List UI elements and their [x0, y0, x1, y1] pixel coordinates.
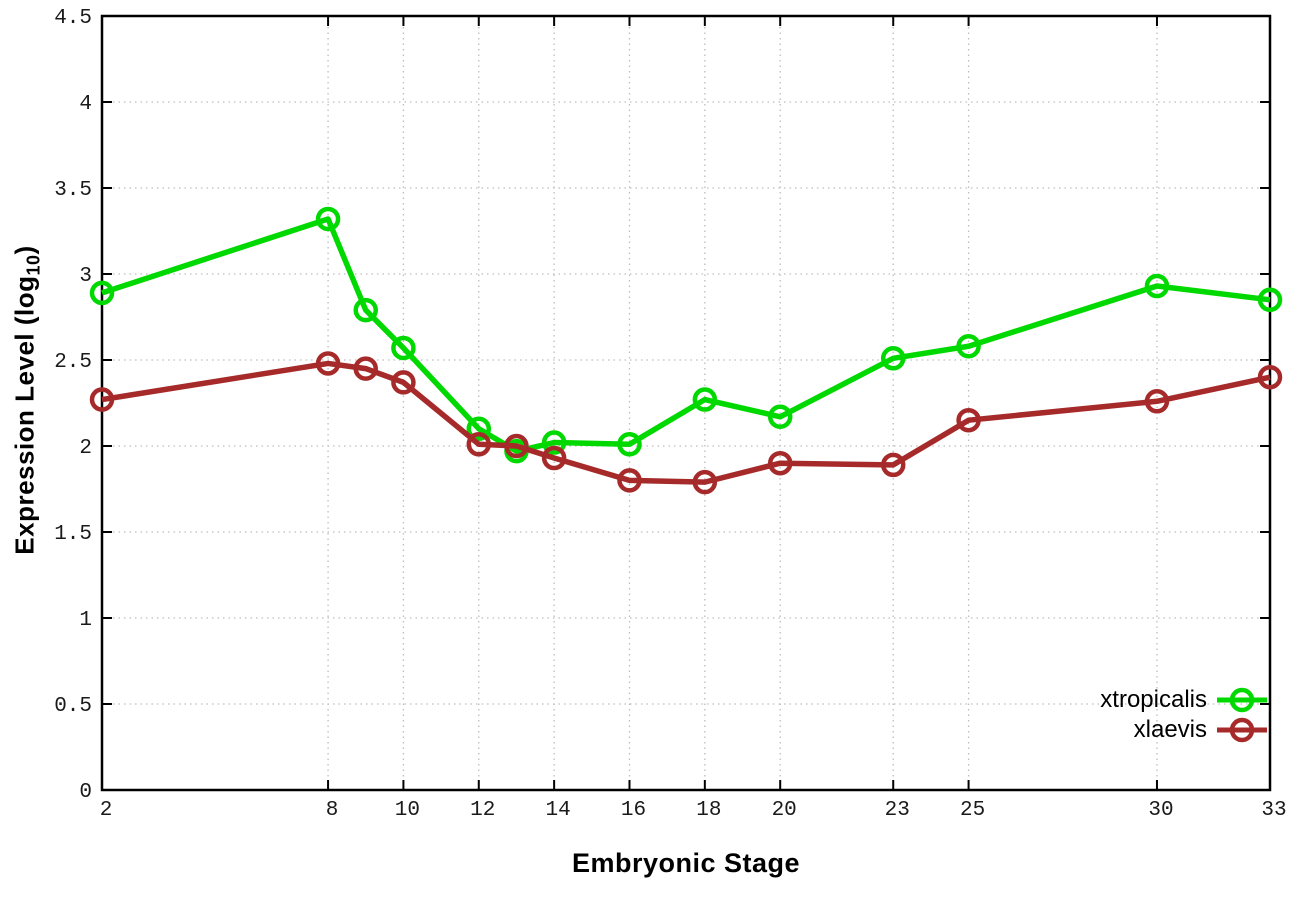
data-point-xtropicalis-stage-10	[391, 335, 416, 361]
y-tick-label: 4.5	[54, 7, 92, 30]
data-point-xtropicalis-stage-30	[1144, 273, 1170, 299]
plot-border	[100, 14, 1272, 792]
x-tick-label: 10	[395, 799, 420, 822]
data-point-xlaevis-stage-25	[956, 407, 981, 433]
y-axis-title-subscript: 10	[23, 254, 44, 276]
data-point-xlaevis-stage-20	[767, 450, 793, 476]
y-tick-label: 4	[79, 93, 92, 116]
data-point-xlaevis-stage-18	[692, 469, 718, 495]
data-point-xlaevis-stage-13	[504, 433, 529, 459]
data-point-xlaevis-stage-33	[1257, 364, 1283, 390]
y-tick-label: 2.5	[54, 351, 92, 374]
x-tick-label: 23	[885, 799, 910, 822]
series-line-xlaevis	[101, 360, 1271, 485]
data-point-xtropicalis-stage-14	[541, 430, 567, 455]
data-point-xtropicalis-stage-18	[692, 387, 718, 412]
y-tick-label: 0.5	[54, 695, 92, 718]
y-tick-label: 1	[79, 609, 92, 632]
x-tick-label: 2	[100, 799, 113, 822]
legend-label-xtropicalis: xtropicalis	[1100, 686, 1207, 713]
x-tick-label: 14	[546, 799, 571, 822]
legend-line-marker-icon	[1217, 687, 1267, 713]
y-tick-label: 3.5	[54, 179, 92, 202]
legend-label-xlaevis: xlaevis	[1133, 716, 1207, 743]
data-point-xtropicalis-stage-16	[617, 432, 642, 457]
data-point-xtropicalis-stage-33	[1257, 287, 1283, 313]
y-tick-label: 0	[79, 781, 92, 804]
x-tick-label: 18	[696, 799, 721, 822]
data-point-xtropicalis-stage-23	[880, 346, 906, 371]
data-point-xtropicalis-stage-25	[956, 333, 981, 359]
data-point-xtropicalis-stage-2	[89, 280, 115, 306]
x-tick-label: 20	[772, 799, 797, 822]
series-line-xtropicalis	[101, 216, 1271, 454]
data-point-xtropicalis-stage-8	[315, 206, 341, 232]
data-point-xlaevis-stage-12	[466, 432, 492, 457]
data-point-xlaevis-stage-23	[880, 452, 906, 478]
data-point-xtropicalis-stage-9	[353, 297, 378, 323]
x-tick-label: 8	[326, 799, 339, 822]
legend-item-xlaevis: xlaevis	[1134, 715, 1268, 745]
data-point-xlaevis-stage-8	[315, 351, 341, 376]
data-point-xtropicalis-stage-12	[466, 416, 492, 442]
data-point-xlaevis-stage-9	[353, 356, 378, 381]
x-tick-label: 30	[1148, 799, 1173, 822]
data-point-xlaevis-stage-2	[89, 387, 115, 412]
y-tick-label: 2	[79, 437, 92, 460]
y-tick-label: 3	[79, 265, 92, 288]
y-axis-title-close: )	[9, 245, 40, 255]
data-point-xlaevis-stage-16	[617, 468, 642, 493]
data-point-xlaevis-stage-30	[1144, 389, 1170, 414]
x-tick-label: 12	[470, 799, 495, 822]
x-axis-title: Embryonic Stage	[571, 848, 801, 878]
legend: xtropicalis xlaevis	[1100, 685, 1268, 745]
x-tick-label: 33	[1261, 799, 1286, 822]
legend-line-marker-icon	[1217, 717, 1267, 743]
y-axis-title-text: Expression Level (log	[9, 275, 40, 555]
y-tick-label: 1.5	[54, 523, 92, 546]
legend-item-xtropicalis: xtropicalis	[1100, 685, 1268, 715]
data-point-xtropicalis-stage-20	[767, 404, 793, 430]
data-point-xlaevis-stage-14	[541, 445, 567, 471]
x-tick-label: 16	[621, 799, 646, 822]
x-tick-label: 25	[960, 799, 985, 822]
data-point-xlaevis-stage-10	[391, 370, 416, 395]
y-axis-title: Expression Level (log10)	[10, 245, 45, 554]
